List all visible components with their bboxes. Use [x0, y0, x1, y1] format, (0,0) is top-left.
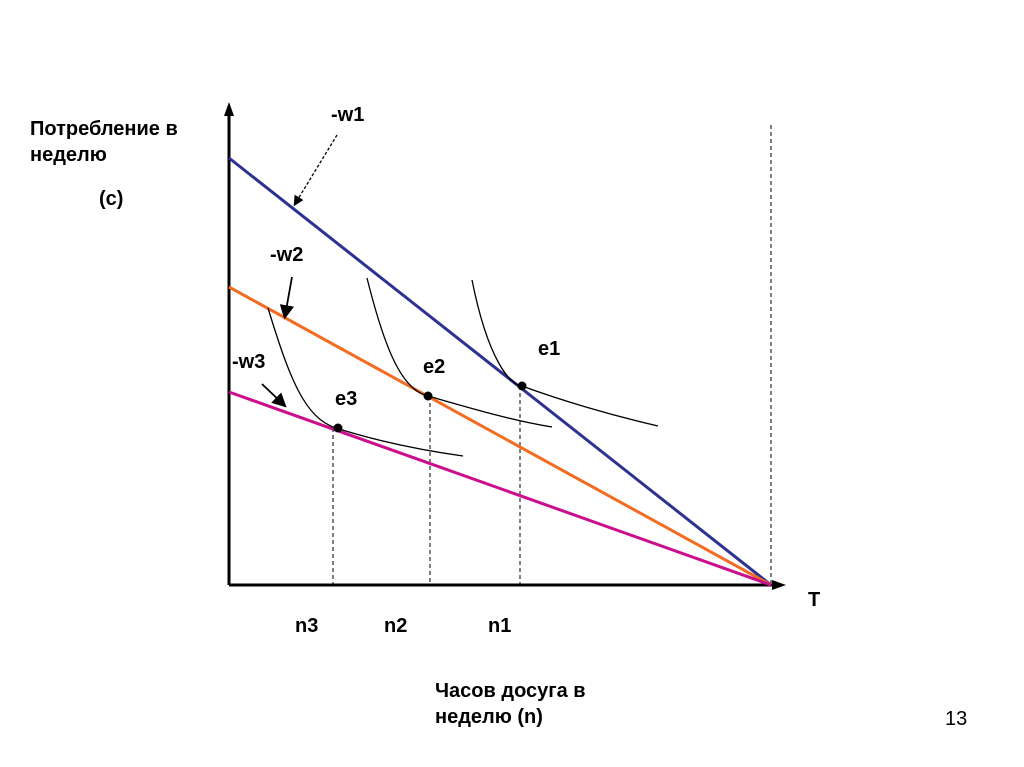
label-T: T — [808, 589, 821, 611]
pointer-arrow-w2 — [279, 276, 294, 320]
label-w1: -w1 — [331, 104, 365, 126]
label-w3: -w3 — [232, 351, 266, 373]
y-axis-label-line2: неделю — [30, 144, 107, 166]
budget-line-w1 — [228, 156, 772, 587]
pointer-arrow-w1 — [293, 134, 338, 207]
x-axis-label-line1: Часов досуга в — [435, 680, 586, 702]
budget-line-w3 — [228, 390, 772, 587]
page-number: 13 — [945, 708, 968, 730]
y-axis-label-line1: Потребление в — [30, 118, 178, 140]
pointer-arrow-w3 — [261, 383, 287, 408]
point-e2 — [423, 391, 433, 401]
label-w2: -w2 — [270, 244, 304, 266]
indifference-curve-e3 — [267, 307, 464, 457]
budget-line-w2 — [228, 285, 772, 587]
y-axis-symbol: (с) — [99, 188, 124, 210]
label-e3: e3 — [335, 388, 358, 410]
tick-label-n2: n2 — [384, 615, 408, 637]
point-e1 — [517, 381, 527, 391]
y-axis-arrow — [224, 102, 234, 116]
x-axis-arrow — [772, 580, 786, 590]
indifference-curve-e2 — [366, 277, 553, 428]
point-e3 — [333, 423, 343, 433]
tick-label-n3: n3 — [295, 615, 319, 637]
label-e1: e1 — [538, 338, 561, 360]
indifference-curve-e1 — [471, 279, 659, 427]
x-axis-label-line2: неделю (n) — [435, 706, 543, 728]
label-e2: e2 — [423, 356, 446, 378]
tick-label-n1: n1 — [488, 615, 512, 637]
